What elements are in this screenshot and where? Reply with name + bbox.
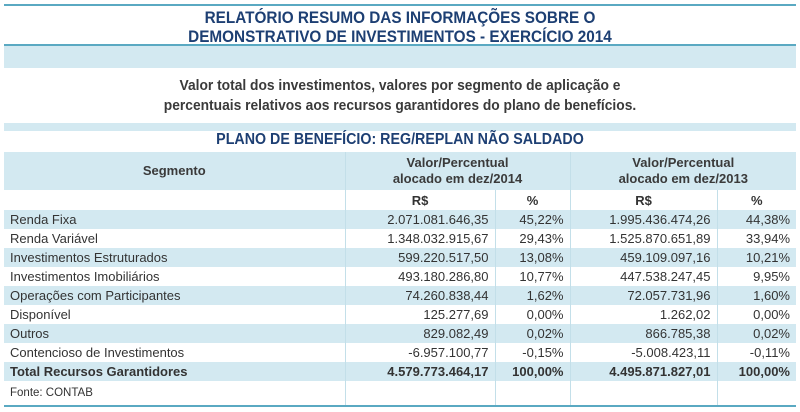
section-title: PLANO DE BENEFÍCIO: REG/REPLAN NÃO SALDA… — [216, 131, 584, 148]
percent-2013-cell: 0,02% — [716, 324, 796, 343]
segment-cell: Renda Fixa — [4, 210, 345, 229]
segment-cell: Outros — [4, 324, 345, 343]
subheader-row: R$ % R$ % — [4, 190, 796, 210]
title-line-1: RELATÓRIO RESUMO DAS INFORMAÇÕES SOBRE O — [204, 8, 596, 27]
table-row: Investimentos Imobiliários 493.180.286,80… — [4, 267, 796, 286]
segment-cell: Disponível — [4, 305, 345, 324]
table-row: Total Recursos Garantidores 4.579.773.464… — [4, 362, 796, 381]
segment-cell: Operações com Participantes — [4, 286, 345, 305]
percent-2014-cell: 0,02% — [494, 324, 570, 343]
title-divider — [4, 44, 796, 46]
value-2013-cell: 1.995.436.474,26 — [569, 210, 717, 229]
percent-2013-cell: 33,94% — [716, 229, 796, 248]
percent-2014-cell: -0,15% — [494, 343, 570, 362]
value-2014-cell: -6.957.100,77 — [344, 343, 495, 362]
segment-cell: Contencioso de Investimentos — [4, 343, 345, 362]
header-row: Segmento Valor/Percentual alocado em dez/… — [4, 152, 796, 190]
value-2013-cell: 72.057.731,96 — [569, 286, 717, 305]
percent-2014-cell: 100,00% — [494, 362, 570, 381]
value-2014-cell: 2.071.081.646,35 — [344, 210, 495, 229]
percent-2013-cell: 9,95% — [716, 267, 796, 286]
header-2013: Valor/Percentual alocado em dez/2013 — [569, 152, 796, 190]
table-row: Renda Fixa 2.071.081.646,35 45,22% 1.995.43… — [4, 210, 796, 229]
subheader-rs-2014: R$ — [344, 190, 495, 210]
subtitle-line-1: Valor total dos investimentos, valores p… — [179, 77, 621, 94]
report-title: RELATÓRIO RESUMO DAS INFORMAÇÕES SOBRE O… — [40, 8, 760, 46]
percent-2014-cell: 45,22% — [494, 210, 570, 229]
table-row: Contencioso de Investimentos -6.957.100,7… — [4, 343, 796, 362]
percent-2014-cell: 10,77% — [494, 267, 570, 286]
value-2013-cell: 4.495.871.827,01 — [569, 362, 717, 381]
value-2014-cell: 125.277,69 — [344, 305, 495, 324]
subtitle-line-2: percentuais relativos aos recursos garan… — [163, 97, 637, 114]
segment-cell: Investimentos Imobiliários — [4, 267, 345, 286]
value-2014-cell: 493.180.286,80 — [344, 267, 495, 286]
source-note: Fonte: CONTAB — [4, 381, 345, 407]
value-2013-cell: 1.262,02 — [569, 305, 717, 324]
value-2013-cell: 866.785,38 — [569, 324, 717, 343]
header-segment: Segmento — [4, 152, 345, 190]
segment-cell: Renda Variável — [4, 229, 345, 248]
value-2013-cell: -5.008.423,11 — [569, 343, 717, 362]
value-2014-cell: 1.348.032.915,67 — [344, 229, 495, 248]
value-2013-cell: 459.109.097,16 — [569, 248, 717, 267]
table-row: Investimentos Estruturados 599.220.517,50… — [4, 248, 796, 267]
percent-2014-cell: 0,00% — [494, 305, 570, 324]
segment-cell: Total Recursos Garantidores — [4, 362, 345, 381]
segment-cell: Investimentos Estruturados — [4, 248, 345, 267]
percent-2013-cell: 1,60% — [716, 286, 796, 305]
investments-table: Segmento Valor/Percentual alocado em dez/… — [4, 152, 796, 407]
table-row: Outros 829.082,49 0,02% 866.785,38 0,02% — [4, 324, 796, 343]
table-row: Operações com Participantes 74.260.838,44… — [4, 286, 796, 305]
value-2013-cell: 1.525.870.651,89 — [569, 229, 717, 248]
subheader-pct-2013: % — [716, 190, 796, 210]
value-2014-cell: 4.579.773.464,17 — [344, 362, 495, 381]
spacer-band — [4, 46, 796, 68]
percent-2013-cell: 100,00% — [716, 362, 796, 381]
title-line-2: DEMONSTRATIVO DE INVESTIMENTOS - EXERCÍC… — [188, 27, 612, 46]
spacer-band-2 — [4, 123, 796, 131]
subheader-pct-2014: % — [494, 190, 570, 210]
source-row: Fonte: CONTAB — [4, 381, 796, 407]
percent-2013-cell: 44,38% — [716, 210, 796, 229]
percent-2014-cell: 29,43% — [494, 229, 570, 248]
percent-2014-cell: 1,62% — [494, 286, 570, 305]
report-subtitle: Valor total dos investimentos, valores p… — [32, 76, 768, 116]
percent-2013-cell: -0,11% — [716, 343, 796, 362]
table-row: Disponível 125.277,69 0,00% 1.262,02 0,00% — [4, 305, 796, 324]
value-2013-cell: 447.538.247,45 — [569, 267, 717, 286]
table-row: Renda Variável 1.348.032.915,67 29,43% 1.52… — [4, 229, 796, 248]
subheader-rs-2013: R$ — [569, 190, 717, 210]
percent-2014-cell: 13,08% — [494, 248, 570, 267]
header-2014: Valor/Percentual alocado em dez/2014 — [344, 152, 570, 190]
percent-2013-cell: 0,00% — [716, 305, 796, 324]
value-2014-cell: 829.082,49 — [344, 324, 495, 343]
value-2014-cell: 599.220.517,50 — [344, 248, 495, 267]
value-2014-cell: 74.260.838,44 — [344, 286, 495, 305]
top-divider — [4, 4, 796, 6]
percent-2013-cell: 10,21% — [716, 248, 796, 267]
